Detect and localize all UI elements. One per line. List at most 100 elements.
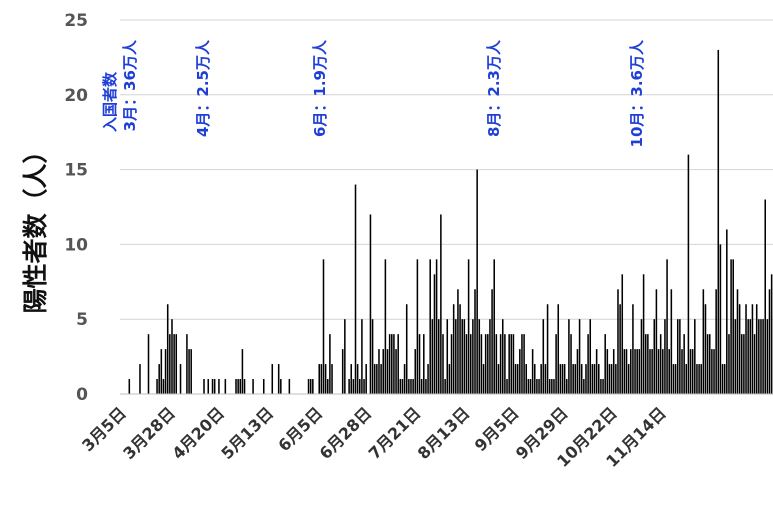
bar <box>348 379 350 394</box>
bar <box>542 319 545 394</box>
x-tick-labels: 3月5日3月28日4月20日5月13日6月5日6月28日7月21日8月13日9月… <box>78 403 670 471</box>
x-tick-label: 4月20日 <box>168 403 228 463</box>
bar <box>448 364 451 394</box>
bar <box>243 379 246 394</box>
y-tick-label: 10 <box>64 235 88 255</box>
bar <box>668 349 670 394</box>
bar <box>457 289 459 394</box>
bar <box>698 364 700 394</box>
bar <box>440 214 442 394</box>
bar <box>459 304 461 394</box>
bar <box>563 364 566 394</box>
bar <box>365 364 367 394</box>
bar <box>634 349 636 394</box>
bar <box>241 349 244 394</box>
bar <box>224 379 227 394</box>
bar <box>738 304 741 394</box>
bar <box>702 289 705 394</box>
bar <box>506 379 508 394</box>
bar <box>706 334 709 394</box>
bar <box>169 334 171 394</box>
bar <box>743 334 745 394</box>
entry-annotation: 入国者数 <box>101 71 119 132</box>
bar <box>619 304 621 394</box>
bar <box>461 319 463 394</box>
y-tick-label: 20 <box>64 86 88 106</box>
bar <box>139 364 141 394</box>
bar <box>501 319 504 394</box>
bar <box>350 364 353 394</box>
bar <box>762 319 764 394</box>
bar <box>211 379 214 394</box>
bar <box>566 379 568 394</box>
bar <box>429 259 431 394</box>
bar <box>408 379 410 394</box>
bar <box>696 364 698 394</box>
bar <box>393 334 395 394</box>
bar <box>770 274 773 394</box>
bar <box>431 319 434 394</box>
bar <box>423 334 425 394</box>
bar <box>625 349 628 394</box>
bar <box>435 259 438 394</box>
bar <box>128 379 131 394</box>
bar <box>721 364 724 394</box>
bar <box>450 334 453 394</box>
bar <box>644 334 647 394</box>
entry-annotation: 8月：2.3万人 <box>485 39 503 137</box>
bar <box>489 319 491 394</box>
bar <box>600 379 602 394</box>
bar <box>186 334 188 394</box>
bar <box>638 349 641 394</box>
bar <box>732 259 734 394</box>
bar <box>747 319 749 394</box>
bar <box>482 364 485 394</box>
bar <box>531 349 534 394</box>
bar-series <box>128 49 773 395</box>
bar <box>662 349 664 394</box>
bar <box>207 379 210 394</box>
bar <box>391 334 393 394</box>
bar <box>493 259 495 394</box>
bar <box>608 364 611 394</box>
bar <box>726 229 728 394</box>
x-tick-label: 3月28日 <box>119 403 179 463</box>
bar <box>356 364 359 394</box>
bar <box>472 319 474 394</box>
bar <box>175 334 178 394</box>
bar <box>540 364 542 394</box>
bar <box>715 289 717 394</box>
bar <box>519 349 521 394</box>
bar <box>262 379 265 394</box>
bar <box>740 334 743 394</box>
bar <box>487 334 489 394</box>
bar <box>521 334 523 394</box>
bar <box>433 274 436 394</box>
bar <box>363 379 365 394</box>
bar <box>642 274 645 394</box>
bar <box>480 334 483 394</box>
bar <box>555 334 557 394</box>
x-tick-label: 7月21日 <box>365 403 425 463</box>
bar <box>478 319 481 394</box>
bar <box>476 169 478 394</box>
bar <box>572 364 574 394</box>
entry-annotation: 6月：1.9万人 <box>311 39 329 137</box>
bar <box>277 364 280 394</box>
bar <box>516 364 519 394</box>
bar <box>578 319 581 394</box>
bar <box>630 349 632 394</box>
bar <box>380 364 382 394</box>
bar <box>533 364 536 394</box>
bar <box>510 334 513 394</box>
bar <box>529 379 532 394</box>
bar <box>659 334 662 394</box>
bar <box>147 334 150 394</box>
bar <box>425 379 427 394</box>
bar <box>414 349 417 394</box>
bar <box>711 349 713 394</box>
bar <box>218 379 220 394</box>
bar <box>583 379 585 394</box>
x-tick-label: 5月13日 <box>217 403 277 463</box>
